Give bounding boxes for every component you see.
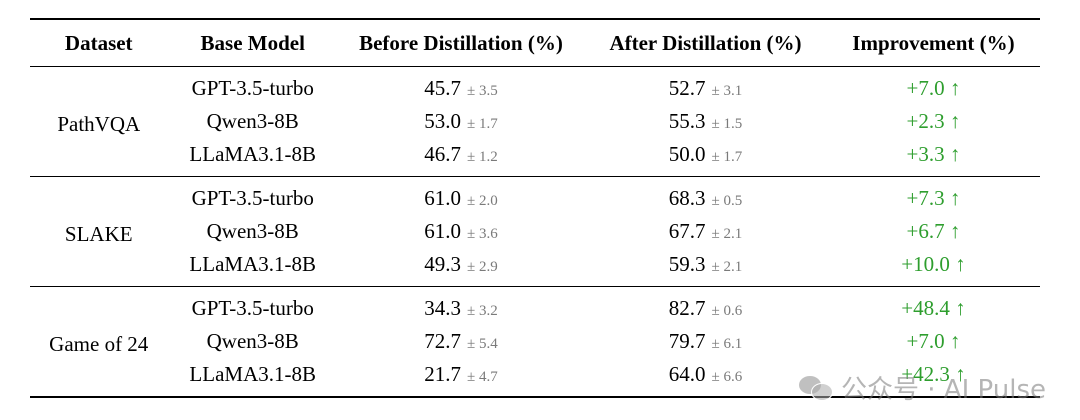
- table-row: PathVQA GPT-3.5-turbo 45.7 ± 3.5 52.7 ± 3.…: [30, 67, 1040, 136]
- after-cell: 79.7 ± 6.1: [584, 325, 827, 358]
- model-cell: LLaMA3.1-8B: [189, 142, 316, 166]
- before-std: ± 4.7: [466, 369, 498, 385]
- before-std: ± 2.9: [466, 259, 498, 275]
- after-cell: 52.7 ± 3.1: [584, 67, 827, 106]
- after-value: 55.3: [668, 109, 706, 133]
- before-cell: 61.0 ± 2.0: [338, 177, 584, 216]
- model-cell: GPT-3.5-turbo: [191, 186, 314, 210]
- table-row: Qwen3-8B 72.7 ± 5.4 79.7 ± 6.1 +7.0 ↑: [30, 325, 1040, 358]
- improvement-cell: +48.4 ↑: [901, 296, 966, 320]
- model-cell: Qwen3-8B: [206, 329, 299, 353]
- before-std: ± 5.4: [466, 336, 498, 352]
- distillation-results-table: Dataset Base Model Before Distillation (…: [30, 18, 1040, 398]
- improvement-cell: +6.7 ↑: [906, 219, 961, 243]
- before-value: 61.0: [424, 219, 461, 243]
- header-base-model: Base Model: [200, 30, 305, 55]
- table-header: Dataset Base Model Before Distillation (…: [30, 19, 1040, 67]
- table-row: Qwen3-8B 61.0 ± 3.6 67.7 ± 2.1 +6.7 ↑: [30, 215, 1040, 248]
- model-cell: LLaMA3.1-8B: [189, 362, 316, 386]
- before-cell: 61.0 ± 3.6: [338, 215, 584, 248]
- after-std: ± 1.7: [711, 149, 743, 165]
- header-before-distillation: Before Distillation (%): [359, 30, 563, 55]
- after-value: 79.7: [668, 329, 706, 353]
- after-std: ± 6.6: [711, 369, 743, 385]
- group-game-of-24: Game of 24 GPT-3.5-turbo 34.3 ± 3.2 82.7 ±…: [30, 287, 1040, 397]
- before-cell: 46.7 ± 1.2: [338, 138, 584, 177]
- improvement-cell: +7.0 ↑: [906, 76, 961, 100]
- dataset-cell: SLAKE: [64, 221, 133, 246]
- improvement-cell: +3.3 ↑: [906, 142, 961, 166]
- after-value: 52.7: [668, 76, 706, 100]
- model-cell: Qwen3-8B: [206, 219, 299, 243]
- after-std: ± 6.1: [711, 336, 743, 352]
- table-row: SLAKE GPT-3.5-turbo 61.0 ± 2.0 68.3 ± 0.5 …: [30, 177, 1040, 246]
- after-value: 64.0: [668, 362, 706, 386]
- before-value: 46.7: [424, 142, 461, 166]
- table-row: LLaMA3.1-8B 21.7 ± 4.7 64.0 ± 6.6 +42.3 ↑: [30, 358, 1040, 397]
- model-cell: GPT-3.5-turbo: [191, 76, 314, 100]
- after-cell: 59.3 ± 2.1: [584, 248, 827, 287]
- group-pathvqa: PathVQA GPT-3.5-turbo 45.7 ± 3.5 52.7 ± 3.…: [30, 67, 1040, 177]
- after-cell: 50.0 ± 1.7: [584, 138, 827, 177]
- before-cell: 49.3 ± 2.9: [338, 248, 584, 287]
- before-value: 53.0: [424, 109, 461, 133]
- before-cell: 34.3 ± 3.2: [338, 287, 584, 326]
- after-std: ± 2.1: [711, 226, 743, 242]
- improvement-cell: +42.3 ↑: [901, 362, 966, 386]
- header-row: Dataset Base Model Before Distillation (…: [30, 19, 1040, 67]
- improvement-cell: +7.3 ↑: [906, 186, 961, 210]
- after-std: ± 0.6: [711, 303, 743, 319]
- before-value: 49.3: [424, 252, 461, 276]
- before-value: 45.7: [424, 76, 461, 100]
- after-value: 59.3: [668, 252, 706, 276]
- before-value: 61.0: [424, 186, 461, 210]
- before-cell: 21.7 ± 4.7: [338, 358, 584, 397]
- header-improvement: Improvement (%): [852, 30, 1015, 55]
- table-row: Qwen3-8B 53.0 ± 1.7 55.3 ± 1.5 +2.3 ↑: [30, 105, 1040, 138]
- dataset-cell: Game of 24: [49, 331, 149, 356]
- before-std: ± 2.0: [466, 193, 498, 209]
- after-value: 68.3: [668, 186, 706, 210]
- model-cell: GPT-3.5-turbo: [191, 296, 314, 320]
- header-dataset: Dataset: [64, 30, 133, 55]
- after-cell: 64.0 ± 6.6: [584, 358, 827, 397]
- table-row: LLaMA3.1-8B 49.3 ± 2.9 59.3 ± 2.1 +10.0 ↑: [30, 248, 1040, 287]
- before-std: ± 1.7: [466, 116, 498, 132]
- after-value: 67.7: [668, 219, 706, 243]
- after-cell: 82.7 ± 0.6: [584, 287, 827, 326]
- header-after-distillation: After Distillation (%): [609, 30, 802, 55]
- before-std: ± 3.6: [466, 226, 498, 242]
- after-cell: 68.3 ± 0.5: [584, 177, 827, 216]
- results-table-container: Dataset Base Model Before Distillation (…: [30, 18, 1040, 398]
- before-cell: 53.0 ± 1.7: [338, 105, 584, 138]
- after-std: ± 0.5: [711, 193, 743, 209]
- before-value: 34.3: [424, 296, 461, 320]
- before-std: ± 3.2: [466, 303, 498, 319]
- after-std: ± 1.5: [711, 116, 743, 132]
- after-std: ± 2.1: [711, 259, 743, 275]
- after-cell: 55.3 ± 1.5: [584, 105, 827, 138]
- improvement-cell: +2.3 ↑: [906, 109, 961, 133]
- before-cell: 45.7 ± 3.5: [338, 67, 584, 106]
- before-value: 72.7: [424, 329, 461, 353]
- before-cell: 72.7 ± 5.4: [338, 325, 584, 358]
- model-cell: Qwen3-8B: [206, 109, 299, 133]
- before-value: 21.7: [424, 362, 461, 386]
- after-value: 82.7: [668, 296, 706, 320]
- model-cell: LLaMA3.1-8B: [189, 252, 316, 276]
- after-std: ± 3.1: [711, 83, 743, 99]
- improvement-cell: +7.0 ↑: [906, 329, 961, 353]
- after-value: 50.0: [668, 142, 706, 166]
- before-std: ± 1.2: [466, 149, 498, 165]
- table-row: LLaMA3.1-8B 46.7 ± 1.2 50.0 ± 1.7 +3.3 ↑: [30, 138, 1040, 177]
- table-row: Game of 24 GPT-3.5-turbo 34.3 ± 3.2 82.7 ±…: [30, 287, 1040, 356]
- dataset-cell: PathVQA: [57, 111, 141, 136]
- before-std: ± 3.5: [466, 83, 498, 99]
- improvement-cell: +10.0 ↑: [901, 252, 966, 276]
- after-cell: 67.7 ± 2.1: [584, 215, 827, 248]
- group-slake: SLAKE GPT-3.5-turbo 61.0 ± 2.0 68.3 ± 0.5 …: [30, 177, 1040, 287]
